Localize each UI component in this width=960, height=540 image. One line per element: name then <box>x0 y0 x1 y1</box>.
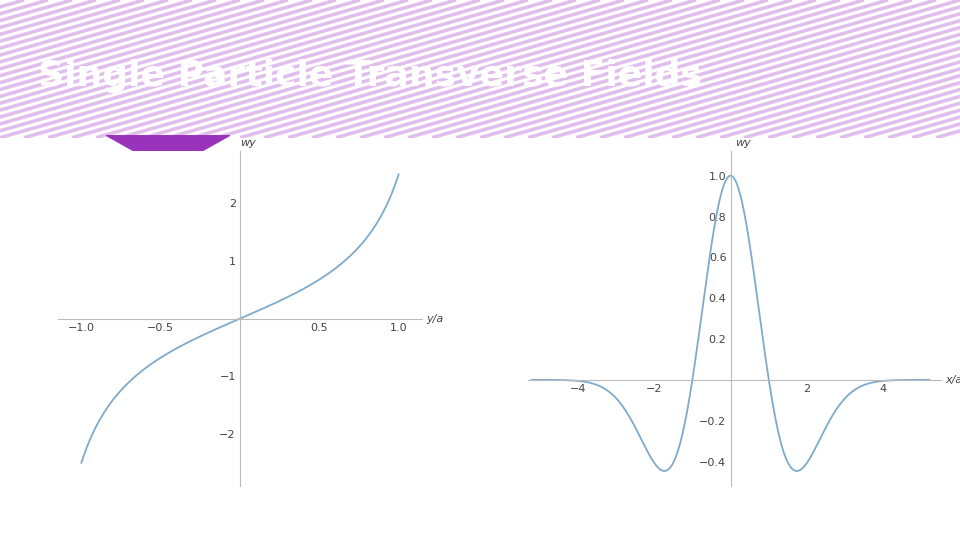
Text: Single Particle Transverse Fields: Single Particle Transverse Fields <box>38 59 703 93</box>
Text: wy: wy <box>240 138 256 148</box>
Polygon shape <box>106 135 230 170</box>
Text: wy: wy <box>734 138 751 148</box>
Text: y/a: y/a <box>426 314 444 323</box>
Text: x/a: x/a <box>945 375 960 385</box>
